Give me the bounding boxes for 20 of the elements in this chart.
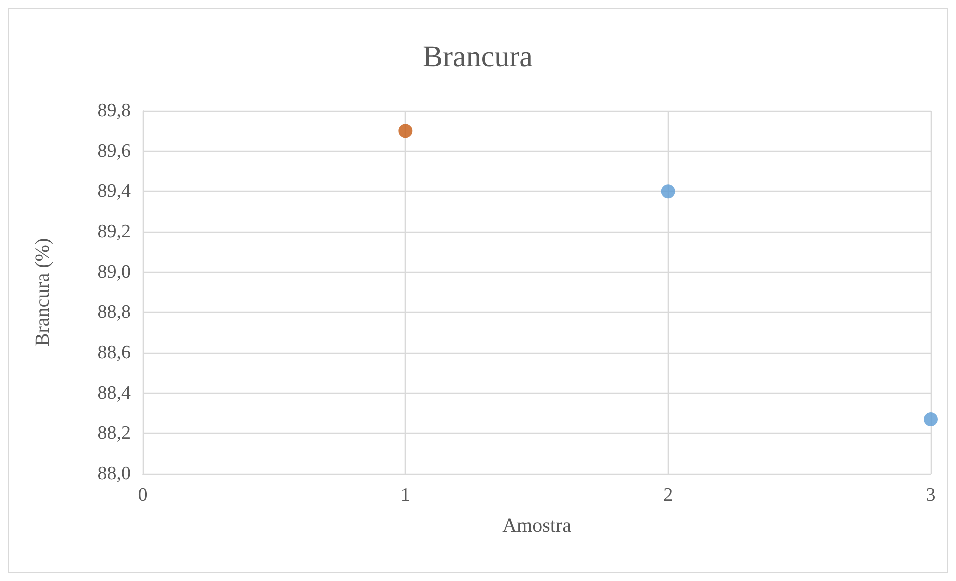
chart-title: Brancura — [423, 40, 533, 74]
point — [398, 124, 413, 138]
y-tick-label: 89,4 — [98, 181, 132, 202]
point — [661, 184, 676, 199]
y-tick-label: 89,0 — [98, 262, 131, 283]
y-tick-label: 88,8 — [98, 302, 131, 324]
y-tick-label: 89,2 — [98, 222, 131, 242]
y-axis-title: Brancura (%) — [32, 238, 54, 347]
point — [924, 412, 938, 427]
x-tick-label: 2 — [664, 485, 674, 506]
y-tick-label: 89,6 — [98, 140, 131, 162]
x-axis-title: Amostra — [502, 515, 572, 537]
x-tick-label: 0 — [138, 485, 148, 506]
y-tick-label: 89,8 — [98, 100, 131, 122]
y-tick-label: 88,4 — [98, 382, 132, 404]
x-tick-label: 1 — [400, 485, 410, 506]
y-tick-label: 88,6 — [98, 342, 131, 364]
y-tick-label: 88,0 — [98, 464, 131, 484]
y-tick-label: 88,2 — [98, 423, 131, 444]
x-tick-label: 3 — [926, 485, 936, 506]
